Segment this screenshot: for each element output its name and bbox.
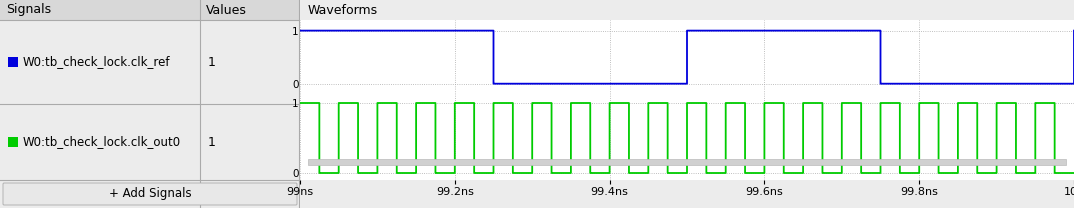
Bar: [8, 57, 18, 67]
Text: Waveforms: Waveforms: [308, 4, 378, 16]
Text: Values: Values: [206, 4, 247, 16]
FancyBboxPatch shape: [3, 183, 297, 205]
Text: 1: 1: [208, 135, 216, 149]
Bar: [308, 159, 1066, 165]
Text: Signals: Signals: [6, 4, 52, 16]
Text: W0:tb_check_lock.clk_ref: W0:tb_check_lock.clk_ref: [23, 56, 171, 68]
Bar: [0, 0, 300, 20]
Text: W0:tb_check_lock.clk_out0: W0:tb_check_lock.clk_out0: [23, 135, 182, 149]
Bar: [8, 137, 18, 147]
Text: 1: 1: [208, 56, 216, 68]
Text: + Add Signals: + Add Signals: [108, 187, 191, 201]
